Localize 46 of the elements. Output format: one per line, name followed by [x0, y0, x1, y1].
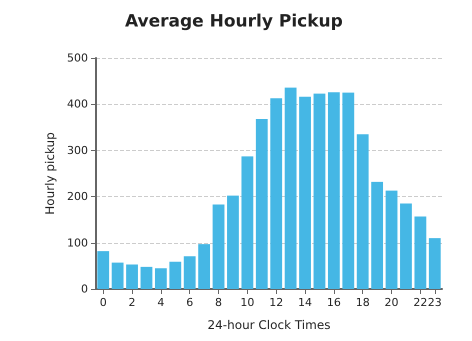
- bar: [414, 216, 426, 289]
- x-tick-label: 10: [240, 296, 254, 309]
- x-tick-label: 22: [413, 296, 428, 309]
- x-tick-label: 20: [384, 296, 399, 309]
- x-tick-label: 0: [100, 296, 107, 309]
- y-tick-label: 200: [67, 190, 88, 204]
- y-tick-label: 400: [67, 98, 88, 111]
- bar: [256, 118, 268, 289]
- chart-title: Average Hourly Pickup: [125, 12, 343, 32]
- bar: [356, 134, 369, 289]
- bar: [371, 182, 384, 289]
- y-tick-label: 100: [67, 236, 88, 250]
- bar: [227, 196, 239, 289]
- bar: [428, 238, 441, 289]
- bar: [299, 96, 311, 289]
- bar: [328, 92, 340, 289]
- x-tick-label: 18: [356, 296, 370, 309]
- bar: [184, 256, 196, 289]
- x-tick-label: 8: [215, 296, 222, 309]
- x-tick-label: 12: [269, 296, 284, 309]
- x-tick-label: 23: [428, 296, 442, 309]
- bar: [154, 268, 167, 289]
- bar: [342, 92, 354, 289]
- y-tick-label: 500: [67, 52, 88, 64]
- bar: [212, 204, 224, 289]
- bar: [400, 204, 412, 289]
- bar: [140, 266, 152, 289]
- y-tick-label: 300: [67, 144, 88, 157]
- bar: [284, 88, 297, 289]
- y-axis-title: Hourly pickup: [43, 132, 57, 215]
- bar: [126, 264, 138, 289]
- bar: [198, 244, 210, 289]
- x-tick-label: 14: [298, 296, 312, 309]
- bar: [97, 251, 110, 289]
- bar: [112, 262, 124, 289]
- x-tick-label: 4: [157, 296, 164, 309]
- bar: [169, 262, 182, 289]
- x-tick-label: 6: [186, 296, 194, 309]
- bar: [241, 156, 254, 289]
- x-tick-label: 16: [326, 296, 341, 309]
- bar: [386, 190, 398, 289]
- bar: [314, 94, 326, 289]
- bar: [270, 98, 282, 289]
- x-axis-title: 24-hour Clock Times: [208, 318, 330, 332]
- y-tick-label: 0: [81, 282, 88, 296]
- x-tick-label: 2: [128, 296, 136, 309]
